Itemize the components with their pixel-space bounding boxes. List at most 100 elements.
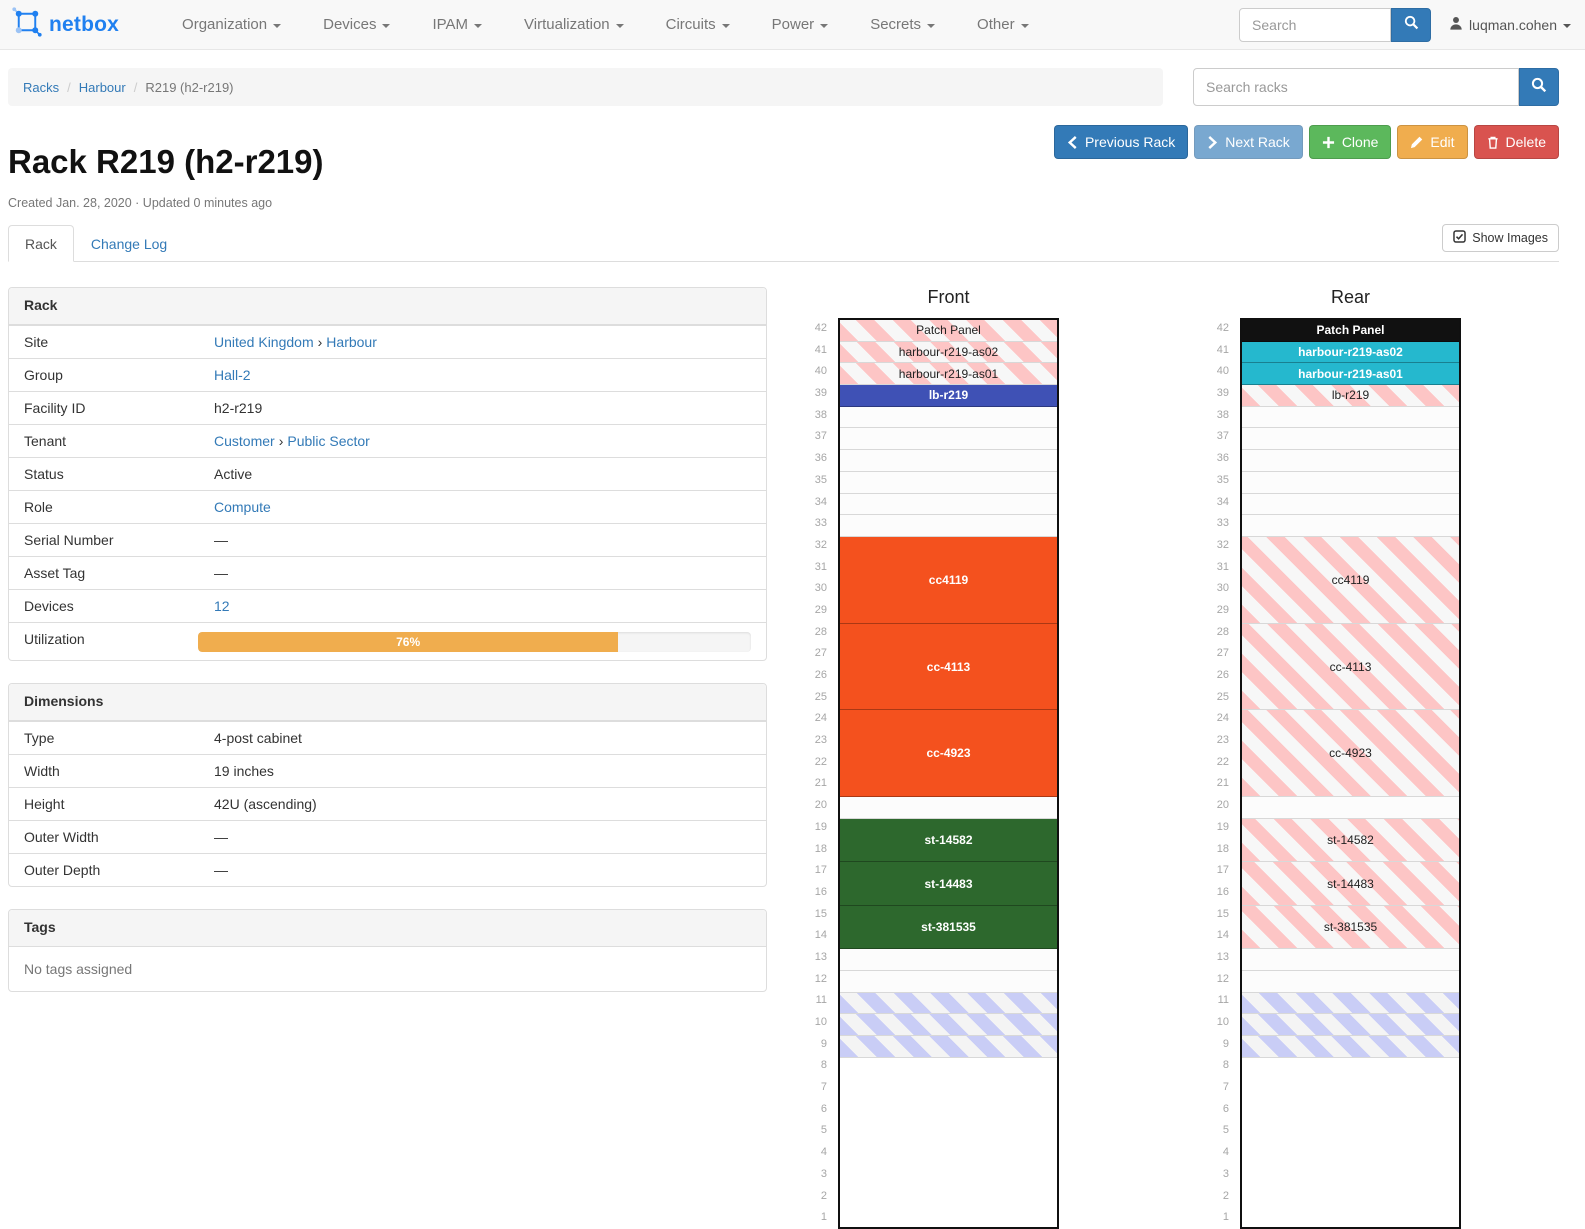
- rack-slot-empty: [840, 515, 1057, 537]
- unit-number: 26: [1216, 669, 1229, 681]
- rack-slot-empty: [1242, 428, 1459, 451]
- rack-slot-patch panel[interactable]: Patch Panel: [840, 320, 1057, 342]
- role-link[interactable]: Compute: [214, 499, 271, 515]
- unit-number: 28: [1216, 625, 1229, 638]
- rack-slot-empty: [1242, 970, 1459, 993]
- rack-slot-st-381535[interactable]: st-381535: [840, 905, 1057, 950]
- site-link[interactable]: Harbour: [326, 334, 377, 350]
- unit-number: 14: [1216, 929, 1229, 942]
- unit-number: 37: [814, 430, 827, 443]
- rack-slot-harbour-r219-as01[interactable]: harbour-r219-as01: [1242, 363, 1459, 386]
- netbox-brand[interactable]: netbox: [0, 7, 133, 42]
- breadcrumb-item[interactable]: Racks: [23, 79, 60, 95]
- menu-power[interactable]: Power: [751, 0, 850, 50]
- page-meta: Created Jan. 28, 2020 · Updated 0 minute…: [8, 196, 273, 210]
- rack-slot-cc-4923[interactable]: cc-4923: [840, 710, 1057, 798]
- unit-number: 15: [1216, 907, 1229, 920]
- rack-slot-st-381535[interactable]: st-381535: [1242, 905, 1459, 950]
- unit-number: 34: [1216, 495, 1229, 508]
- site-region-link[interactable]: United Kingdom: [214, 334, 314, 350]
- row-status: Status Active: [9, 457, 766, 490]
- rack-slot-patch panel[interactable]: Patch Panel: [1242, 320, 1459, 342]
- unit-number: 41: [1216, 343, 1229, 356]
- unit-number: 38: [1216, 408, 1229, 421]
- user-menu[interactable]: luqman.cohen: [1449, 16, 1571, 33]
- unit-number: 2: [820, 1189, 827, 1202]
- unit-number: 33: [1216, 517, 1229, 530]
- delete-button[interactable]: Delete: [1473, 125, 1559, 159]
- devices-count-link[interactable]: 12: [214, 598, 230, 614]
- unit-number: 5: [1222, 1124, 1229, 1137]
- tenant-group-link[interactable]: Customer: [214, 433, 275, 449]
- racks-search-input[interactable]: [1193, 68, 1519, 106]
- unit-number: 26: [814, 669, 827, 681]
- unit-number: 29: [1216, 603, 1229, 616]
- check-square-icon: [1453, 230, 1467, 246]
- rack-slot-cc-4113[interactable]: cc-4113: [1242, 623, 1459, 711]
- unit-number: 23: [814, 734, 827, 747]
- tabs-divider: [8, 261, 1559, 262]
- rack-slot-cc-4113[interactable]: cc-4113: [840, 623, 1057, 711]
- group-link[interactable]: Hall-2: [214, 367, 251, 383]
- edit-button[interactable]: Edit: [1397, 125, 1468, 159]
- status-value: Active: [214, 466, 253, 482]
- rack-slot-empty: [1242, 797, 1459, 819]
- row-serial: Serial Number —: [9, 523, 766, 556]
- global-search-button[interactable]: [1391, 7, 1432, 42]
- unit-number: 16: [814, 885, 827, 898]
- rack-slot-st-14582[interactable]: st-14582: [1242, 818, 1459, 863]
- rack-slot-empty: [840, 797, 1057, 819]
- previous-rack-button[interactable]: Previous Rack: [1053, 125, 1189, 159]
- rack-slot-lb-r219[interactable]: lb-r219: [840, 385, 1057, 407]
- tab-change-log[interactable]: Change Log: [90, 236, 168, 252]
- menu-other[interactable]: Other: [956, 0, 1050, 50]
- rack-slot-st-14483[interactable]: st-14483: [840, 862, 1057, 906]
- tab-rack[interactable]: Rack: [8, 225, 74, 262]
- rack-slot-harbour-r219-as02[interactable]: harbour-r219-as02: [1242, 341, 1459, 364]
- unit-number: 20: [814, 799, 827, 812]
- unit-number: 7: [820, 1081, 827, 1094]
- rack-slot-lb-r219[interactable]: lb-r219: [1242, 385, 1459, 407]
- tenant-link[interactable]: Public Sector: [287, 433, 370, 449]
- row-height: Height 42U (ascending): [9, 787, 766, 820]
- racks-search-button[interactable]: [1519, 68, 1559, 106]
- rack-slot-cc4119[interactable]: cc4119: [840, 536, 1057, 624]
- menu-devices[interactable]: Devices: [302, 0, 411, 50]
- rear-elevation: Rear 42 41 40 39 38 37 36 35 34 33 32 31 30 29 28 27 26 2…: [1192, 287, 1461, 1229]
- rack-slot-harbour-r219-as02[interactable]: harbour-r219-as02: [840, 341, 1057, 364]
- unit-number: 9: [820, 1037, 827, 1050]
- unit-number: 4: [820, 1146, 827, 1159]
- next-rack-button[interactable]: Next Rack: [1194, 125, 1303, 159]
- caret-down-icon: [273, 23, 282, 28]
- menu-organization[interactable]: Organization: [161, 0, 302, 50]
- breadcrumb-item[interactable]: Harbour: [78, 79, 126, 95]
- rack-slot-cc4119[interactable]: cc4119: [1242, 536, 1459, 624]
- unit-number: 19: [814, 820, 827, 833]
- rear-title: Rear: [1330, 287, 1370, 307]
- unit-number: 25: [814, 690, 827, 703]
- row-utilization: Utilization 76%: [9, 622, 766, 660]
- menu-secrets[interactable]: Secrets: [849, 0, 956, 50]
- show-images-button[interactable]: Show Images: [1442, 224, 1559, 252]
- menu-circuits[interactable]: Circuits: [645, 0, 751, 50]
- breadcrumb-separator: /: [133, 79, 138, 95]
- rack-slot-empty: [1242, 992, 1459, 1015]
- rack-slot-harbour-r219-as01[interactable]: harbour-r219-as01: [840, 363, 1057, 386]
- page-title: Rack R219 (h2-r219): [8, 143, 324, 180]
- tabs: Rack Change Log: [8, 225, 184, 262]
- menu-virtualization[interactable]: Virtualization: [503, 0, 645, 50]
- rack-slot-cc-4923[interactable]: cc-4923: [1242, 710, 1459, 798]
- rack-slot-st-14582[interactable]: st-14582: [840, 818, 1057, 863]
- utilization-progress: 76%: [198, 632, 751, 652]
- unit-number: 7: [1222, 1081, 1229, 1094]
- row-outer-width: Outer Width —: [9, 820, 766, 853]
- rack-slot-st-14483[interactable]: st-14483: [1242, 862, 1459, 906]
- caret-down-icon: [820, 23, 829, 28]
- caret-down-icon: [615, 23, 624, 28]
- rack-slot-empty: [840, 471, 1057, 494]
- global-search-input[interactable]: [1239, 7, 1392, 42]
- unit-number: 20: [1216, 799, 1229, 812]
- menu-ipam[interactable]: IPAM: [411, 0, 503, 50]
- clone-button[interactable]: Clone: [1308, 125, 1392, 159]
- unit-number: 31: [814, 560, 827, 573]
